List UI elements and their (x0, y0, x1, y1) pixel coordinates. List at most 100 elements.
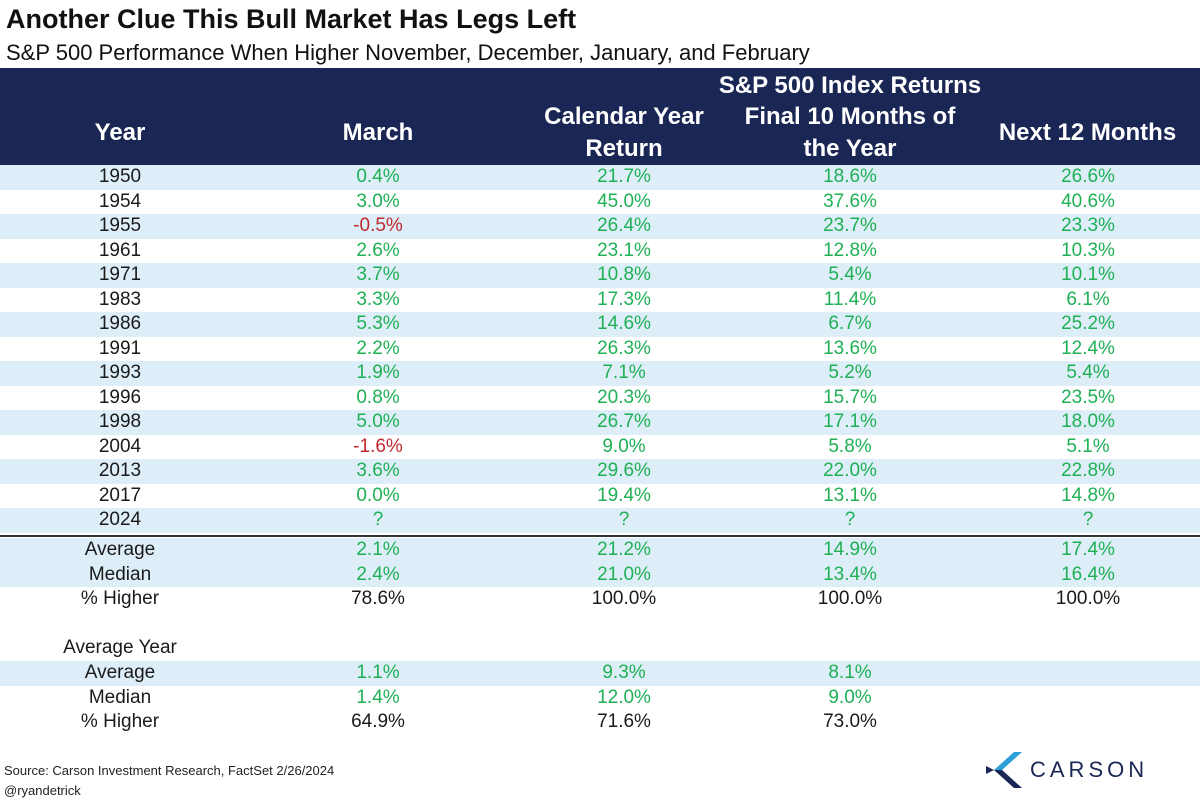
cell-year: 1986 (98, 313, 142, 334)
cell-final-10-months: 11.4% (823, 288, 877, 310)
cell-next-12-months: 10.1% (1061, 264, 1115, 285)
cell-year: 1993 (98, 362, 142, 383)
cell-next-12-months: 16.4% (1061, 563, 1115, 585)
cell-calendar-return: 14.6% (597, 313, 651, 334)
cell-year: 1996 (98, 386, 142, 408)
header-march: March (342, 119, 414, 146)
cell-summary-label: Median (88, 563, 152, 585)
cell-march: 5.0% (356, 411, 400, 432)
cell-calendar-return: 21.7% (597, 166, 651, 187)
table-row: 1971 3.7% 10.8% 5.4% 10.1% (0, 263, 1200, 288)
cell-year: 1983 (98, 288, 142, 310)
table-row: 1955 -0.5% 26.4% 23.7% 23.3% (0, 214, 1200, 239)
cell-calendar-return: 29.6% (597, 460, 651, 481)
author-handle: @ryandetrick (4, 783, 81, 798)
cell-year: 1950 (98, 166, 142, 187)
cell-final-10-months: 9.0% (828, 686, 872, 708)
cell-final-10-months: 8.1% (828, 662, 872, 683)
cell-summary-label: Average (84, 539, 156, 560)
cell-march: 1.1% (356, 662, 400, 683)
table-row: % Higher 78.6% 100.0% 100.0% 100.0% (0, 587, 1200, 612)
cell-next-12-months: 23.3% (1061, 215, 1115, 236)
cell-march: 3.3% (356, 288, 400, 310)
table-row: 1950 0.4% 21.7% 18.6% 26.6% (0, 165, 1200, 190)
cell-next-12-months: 40.6% (1061, 190, 1115, 212)
table-row: 1998 5.0% 26.7% 17.1% 18.0% (0, 410, 1200, 435)
cell-next-12-months: 10.3% (1061, 239, 1115, 261)
cell-final-10-months: 14.9% (823, 539, 877, 560)
cell-summary-label: % Higher (80, 588, 160, 609)
cell-march: 3.7% (356, 264, 400, 285)
cell-year: 1955 (98, 215, 142, 236)
table-row: Median 1.4% 12.0% 9.0% (0, 686, 1200, 711)
cell-march: 0.0% (356, 484, 400, 506)
cell-final-10-months: ? (844, 509, 856, 530)
table-row: 2017 0.0% 19.4% 13.1% 14.8% (0, 484, 1200, 509)
cell-calendar-return: 9.0% (602, 435, 646, 457)
cell-final-10-months: 23.7% (823, 215, 877, 236)
cell-final-10-months: 73.0% (823, 711, 877, 732)
cell-next-12-months: 12.4% (1061, 337, 1115, 359)
cell-march: 3.0% (356, 190, 400, 212)
cell-calendar-return: 19.4% (597, 484, 651, 506)
cell-march: 64.9% (351, 711, 405, 732)
table-row: % Higher 64.9% 71.6% 73.0% (0, 710, 1200, 735)
table-row: 1986 5.3% 14.6% 6.7% 25.2% (0, 312, 1200, 337)
cell-calendar-return: 45.0% (597, 190, 651, 212)
table-header: S&P 500 Index Returns Year March Calenda… (0, 68, 1200, 165)
cell-year: 2017 (98, 484, 142, 506)
table-row: 1954 3.0% 45.0% 37.6% 40.6% (0, 190, 1200, 215)
cell-calendar-return: 26.7% (597, 411, 651, 432)
source-note: Source: Carson Investment Research, Fact… (4, 763, 335, 778)
cell-calendar-return: 23.1% (597, 239, 651, 261)
cell-year: 2013 (98, 460, 142, 481)
cell-march: 2.2% (356, 337, 400, 359)
cell-march: 5.3% (356, 313, 400, 334)
cell-march: 1.9% (356, 362, 400, 383)
cell-calendar-return: 20.3% (597, 386, 651, 408)
cell-march: 78.6% (351, 588, 405, 609)
header-group-label: S&P 500 Index Returns (718, 72, 982, 99)
cell-calendar-return: 26.4% (597, 215, 651, 236)
cell-march: 2.6% (356, 239, 400, 261)
cell-calendar-return: 10.8% (597, 264, 651, 285)
cell-next-12-months: 26.6% (1061, 166, 1115, 187)
cell-year: 2004 (98, 435, 142, 457)
cell-calendar-return: 12.0% (597, 686, 651, 708)
cell-final-10-months: 37.6% (823, 190, 877, 212)
cell-next-12-months: ? (1082, 509, 1094, 530)
cell-final-10-months: 5.2% (828, 362, 872, 383)
cell-calendar-return: 100.0% (591, 588, 657, 609)
cell-final-10-months: 13.4% (823, 563, 877, 585)
table-row: 2024???? (0, 508, 1200, 533)
cell-final-10-months: 18.6% (823, 166, 877, 187)
cell-march: -1.6% (353, 435, 403, 457)
cell-next-12-months: 23.5% (1061, 386, 1115, 408)
cell-march: 0.4% (356, 166, 400, 187)
cell-march: -0.5% (353, 215, 403, 236)
table-divider (0, 535, 1200, 537)
cell-final-10-months: 17.1% (823, 411, 877, 432)
cell-march: 2.1% (356, 539, 400, 560)
cell-calendar-return: 21.0% (597, 563, 651, 585)
cell-calendar-return: 7.1% (602, 362, 646, 383)
cell-final-10-months: 5.8% (828, 435, 872, 457)
header-year: Year (94, 119, 146, 146)
table-row: 1983 3.3% 17.3% 11.4% 6.1% (0, 288, 1200, 313)
cell-next-12-months: 25.2% (1061, 313, 1115, 334)
table-row: 1991 2.2% 26.3% 13.6% 12.4% (0, 337, 1200, 362)
cell-average-year-label: % Higher (80, 711, 160, 732)
cell-march: 3.6% (356, 460, 400, 481)
table-row: Average 2.1% 21.2% 14.9% 17.4% (0, 538, 1200, 563)
cell-final-10-months: 100.0% (817, 588, 883, 609)
cell-year: 1998 (98, 411, 142, 432)
cell-next-12-months: 18.0% (1061, 411, 1115, 432)
cell-march: 0.8% (356, 386, 400, 408)
cell-calendar-return: 26.3% (597, 337, 651, 359)
header-final-line2: the Year (803, 135, 897, 162)
header-calendar-line2: Return (585, 135, 663, 162)
cell-next-12-months: 100.0% (1055, 588, 1121, 609)
table-row: 1961 2.6% 23.1% 12.8% 10.3% (0, 239, 1200, 264)
table-row: 2013 3.6% 29.6% 22.0% 22.8% (0, 459, 1200, 484)
cell-average-year-label: Average (84, 662, 156, 683)
